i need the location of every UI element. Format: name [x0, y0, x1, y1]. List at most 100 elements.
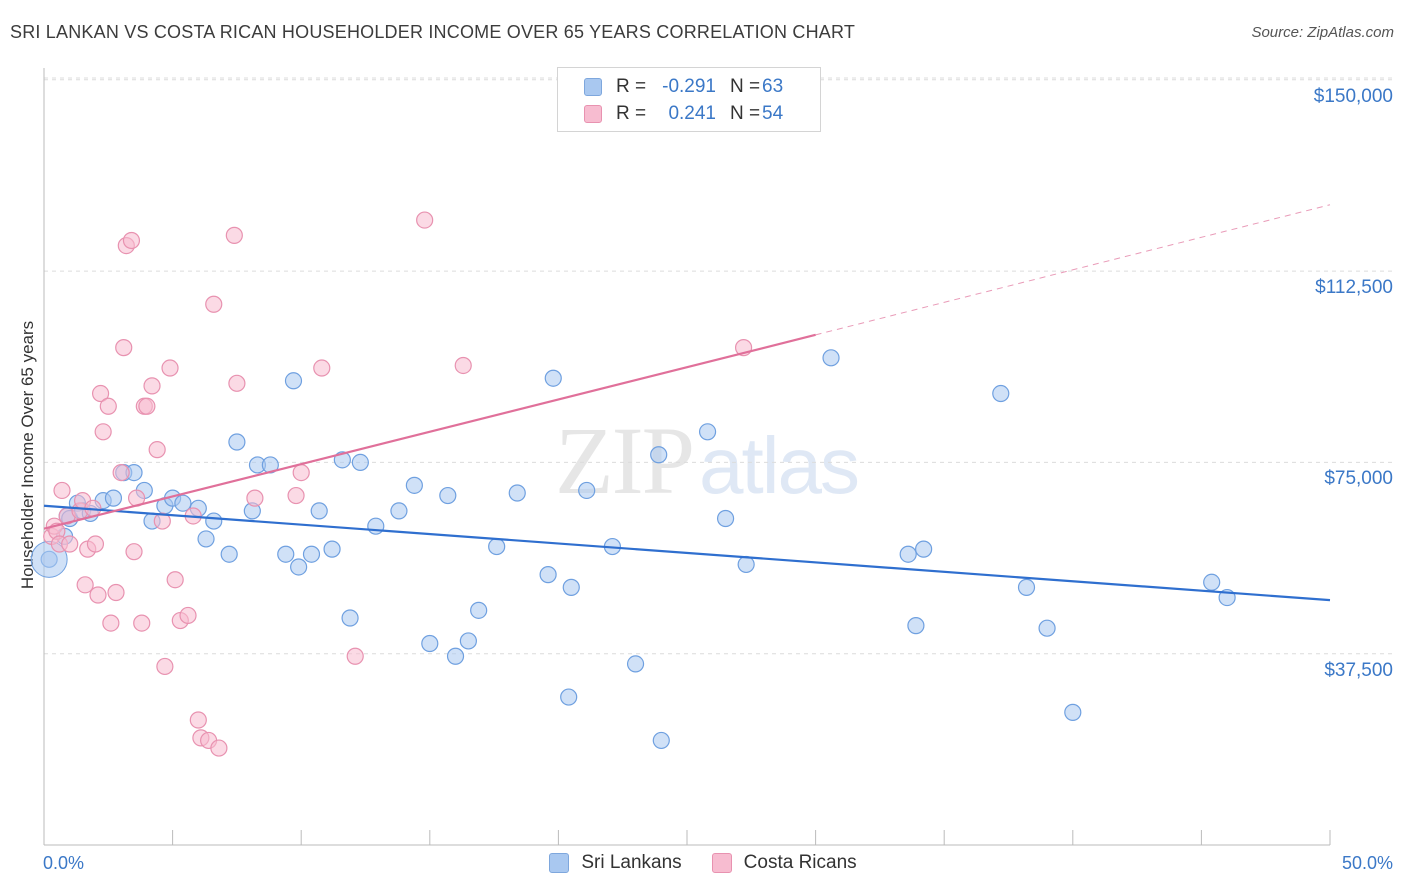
- data-point: [302, 545, 321, 563]
- data-point: [166, 571, 184, 589]
- data-point: [578, 481, 596, 500]
- data-point: [899, 545, 917, 563]
- legend-swatch-costa-ricans: [711, 853, 732, 873]
- data-point: [907, 617, 925, 635]
- legend-item-costa-ricans[interactable]: Costa Ricans: [711, 852, 857, 874]
- data-point: [405, 476, 423, 494]
- data-point: [115, 339, 133, 357]
- legend-swatch-costa-ricans: [584, 105, 602, 123]
- data-point: [539, 566, 557, 584]
- data-point: [287, 486, 305, 505]
- grid-lines: [44, 77, 1395, 655]
- data-point: [94, 423, 112, 441]
- data-point: [313, 359, 331, 377]
- axes: [43, 68, 1331, 846]
- legend-swatch-sri-lankans: [549, 853, 570, 873]
- data-point: [91, 384, 110, 403]
- data-point: [205, 295, 223, 313]
- data-point: [454, 356, 472, 375]
- data-point: [488, 537, 506, 556]
- x-tick-label-max: 50.0%: [1341, 853, 1393, 873]
- data-point: [148, 441, 166, 459]
- data-point: [174, 494, 192, 512]
- data-point: [470, 601, 488, 619]
- series-legend: Sri Lankans Costa Ricans: [0, 852, 1406, 874]
- data-point: [161, 359, 179, 377]
- data-point: [246, 489, 264, 507]
- data-point: [107, 583, 125, 602]
- data-point: [189, 711, 207, 729]
- trend-line: [43, 333, 816, 530]
- trend-line-extension: [815, 204, 1331, 336]
- data-point: [1064, 703, 1082, 721]
- data-point: [86, 535, 105, 553]
- data-point: [53, 481, 71, 500]
- data-point: [992, 384, 1010, 403]
- data-point: [220, 545, 238, 563]
- data-point: [143, 377, 161, 395]
- y-tick-label-150000: $150,000: [1313, 86, 1393, 107]
- data-point: [1203, 573, 1221, 591]
- watermark-atlas: atlas: [699, 421, 860, 510]
- data-point: [210, 739, 228, 757]
- legend-swatch-sri-lankans: [584, 78, 602, 96]
- data-point: [341, 609, 359, 627]
- data-point: [421, 634, 439, 653]
- data-point: [277, 545, 295, 563]
- legend-r-label: R =: [616, 103, 647, 124]
- legend-n-value: 63: [762, 76, 784, 97]
- data-point: [310, 502, 328, 520]
- x-tick-label-min: 0.0%: [43, 853, 85, 873]
- chart-title: SRI LANKAN VS COSTA RICAN HOUSEHOLDER IN…: [10, 22, 856, 42]
- source-label: Source: ZipAtlas.com: [1251, 24, 1394, 41]
- legend-r-label: R =: [616, 76, 647, 97]
- data-point: [626, 655, 645, 673]
- data-point: [225, 226, 243, 244]
- legend-label-sri-lankans: Sri Lankans: [581, 852, 682, 873]
- data-point: [351, 453, 369, 471]
- data-point: [650, 446, 668, 464]
- data-point: [367, 517, 385, 535]
- data-point: [156, 657, 174, 676]
- data-point: [153, 512, 171, 530]
- y-tick-label-37500: $37,500: [1324, 660, 1393, 681]
- data-point: [698, 423, 717, 441]
- data-point: [716, 509, 735, 528]
- data-point: [99, 397, 117, 415]
- data-point: [544, 369, 562, 387]
- data-point: [346, 647, 364, 665]
- legend-item-sri-lankans[interactable]: Sri Lankans: [549, 852, 682, 874]
- legend-row-costa-ricans: R = 0.241 N = 54: [584, 101, 783, 127]
- watermark: ZIPatlas: [555, 405, 860, 516]
- data-point: [737, 555, 755, 574]
- data-point: [560, 688, 578, 706]
- legend-row-sri-lankans: R = -0.291 N = 63: [584, 74, 783, 100]
- data-point: [61, 535, 79, 553]
- data-point: [125, 543, 143, 561]
- data-point: [284, 372, 303, 390]
- data-point: [112, 464, 130, 482]
- data-point: [292, 464, 310, 482]
- data-point: [459, 632, 477, 650]
- legend-r-value: 0.241: [668, 103, 716, 124]
- data-point: [104, 489, 123, 507]
- data-point: [205, 512, 223, 530]
- data-point: [228, 433, 246, 451]
- data-point: [652, 731, 670, 750]
- legend-label-costa-ricans: Costa Ricans: [743, 852, 857, 873]
- trend-line: [43, 504, 1331, 602]
- y-tick-label-75000: $75,000: [1324, 468, 1393, 489]
- correlation-legend: R = -0.291 N = 63 R = 0.241 N = 54: [557, 67, 821, 132]
- legend-n-label: N =: [730, 103, 761, 124]
- data-point: [290, 558, 308, 576]
- data-point: [138, 397, 156, 415]
- data-point: [915, 540, 933, 558]
- data-point: [446, 647, 465, 665]
- y-tick-label-112500: $112,500: [1315, 277, 1393, 298]
- data-point: [1038, 619, 1056, 637]
- series-costa-ricans: [43, 211, 753, 757]
- data-point: [89, 586, 107, 604]
- data-point: [133, 614, 151, 632]
- legend-r-value: -0.291: [662, 76, 716, 97]
